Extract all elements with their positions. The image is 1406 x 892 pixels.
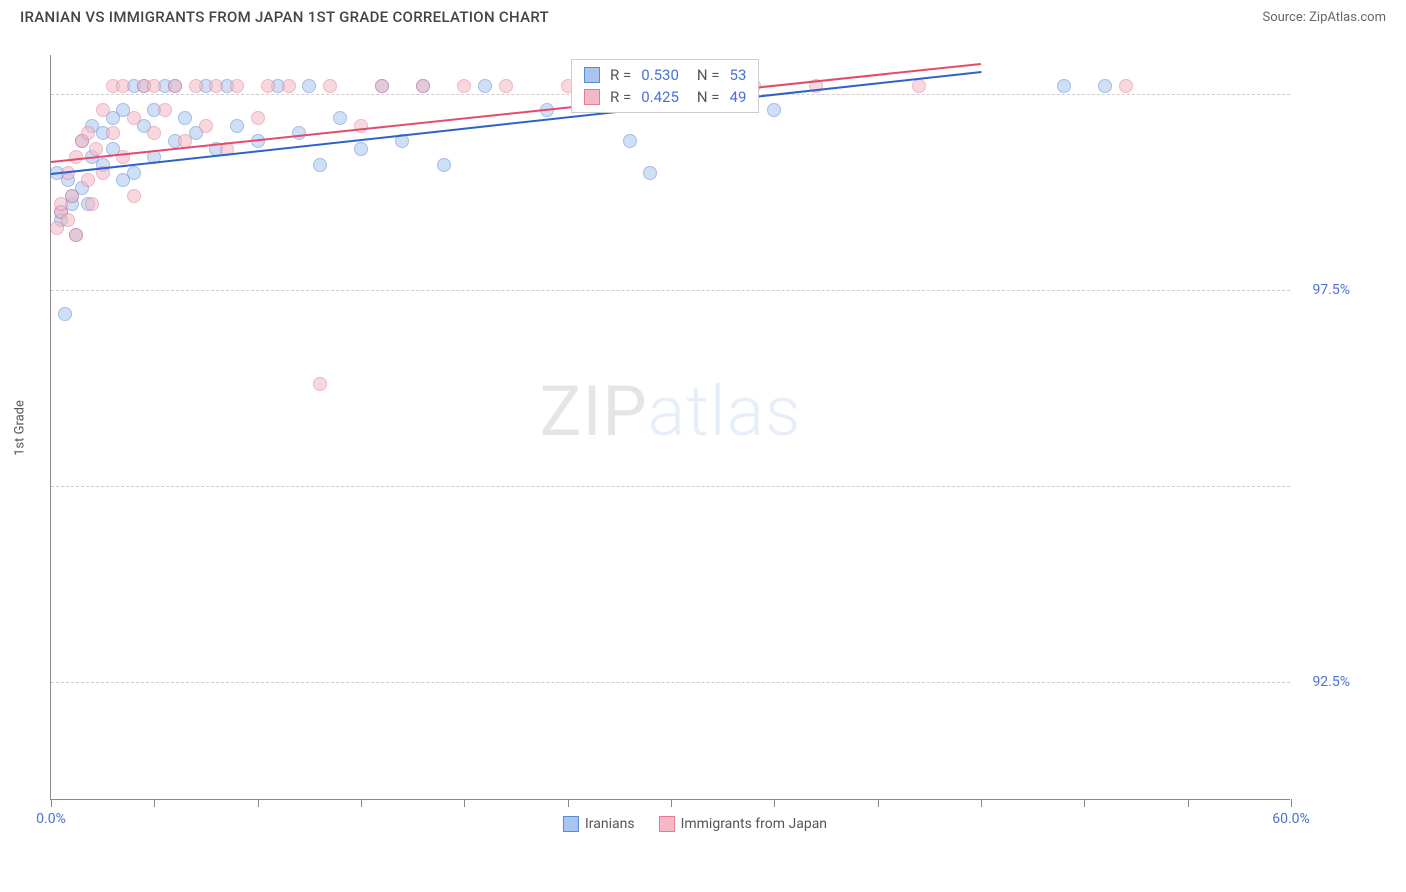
- data-point: [158, 103, 172, 117]
- watermark: ZIPatlas: [540, 371, 802, 453]
- x-tick: [981, 799, 982, 807]
- x-tick: [671, 799, 672, 807]
- x-tick: [774, 799, 775, 807]
- y-tick-label: 97.5%: [1312, 282, 1350, 298]
- x-tick: [1291, 799, 1292, 807]
- x-tick: [464, 799, 465, 807]
- data-point: [643, 166, 657, 180]
- data-point: [251, 111, 265, 125]
- data-point: [89, 142, 103, 156]
- chart-header: IRANIAN VS IMMIGRANTS FROM JAPAN 1ST GRA…: [0, 0, 1406, 30]
- data-point: [178, 111, 192, 125]
- n-value: 49: [730, 88, 747, 106]
- data-point: [81, 173, 95, 187]
- data-point: [127, 111, 141, 125]
- r-value: 0.530: [641, 66, 679, 84]
- data-point: [302, 79, 316, 93]
- x-tick-label: 60.0%: [1272, 811, 1310, 827]
- chart-container: 1st Grade ZIPatlas 92.5%97.5%0.0%60.0%R …: [50, 55, 1340, 800]
- data-point: [354, 142, 368, 156]
- data-point: [623, 134, 637, 148]
- data-point: [375, 79, 389, 93]
- x-tick: [1084, 799, 1085, 807]
- data-point: [61, 213, 75, 227]
- data-point: [767, 103, 781, 117]
- data-point: [282, 79, 296, 93]
- x-tick: [878, 799, 879, 807]
- series-swatch: [584, 67, 600, 83]
- data-point: [209, 79, 223, 93]
- legend-label: Iranians: [585, 816, 635, 832]
- source-value: ZipAtlas.com: [1309, 10, 1386, 25]
- x-tick: [1188, 799, 1189, 807]
- data-point: [147, 126, 161, 140]
- data-point: [69, 228, 83, 242]
- stats-row: R = 0.530 N = 53: [572, 64, 758, 86]
- data-point: [127, 166, 141, 180]
- series-swatch: [584, 89, 600, 105]
- data-point: [457, 79, 471, 93]
- data-point: [168, 79, 182, 93]
- r-value: 0.425: [641, 88, 679, 106]
- n-label: N =: [697, 66, 720, 84]
- data-point: [333, 111, 347, 125]
- data-point: [106, 126, 120, 140]
- data-point: [58, 307, 72, 321]
- legend-label: Immigrants from Japan: [681, 816, 827, 832]
- plot-area: ZIPatlas 92.5%97.5%0.0%60.0%R =0.530N =5…: [50, 55, 1290, 800]
- n-value: 53: [730, 66, 747, 84]
- r-label: R =: [610, 88, 631, 106]
- data-point: [189, 79, 203, 93]
- data-point: [127, 189, 141, 203]
- y-axis-label: 1st Grade: [13, 400, 28, 456]
- data-point: [261, 79, 275, 93]
- legend-swatch: [563, 816, 579, 832]
- source-attribution: Source: ZipAtlas.com: [1262, 10, 1386, 25]
- data-point: [313, 158, 327, 172]
- chart-title: IRANIAN VS IMMIGRANTS FROM JAPAN 1ST GRA…: [20, 8, 549, 26]
- r-label: R =: [610, 66, 631, 84]
- legend-item: Immigrants from Japan: [659, 816, 827, 832]
- data-point: [230, 79, 244, 93]
- data-point: [912, 79, 926, 93]
- gridline: [51, 682, 1290, 683]
- stats-box: R = 0.530 N = 53 R = 0.425 N = 49: [571, 59, 759, 113]
- data-point: [230, 119, 244, 133]
- data-point: [199, 119, 213, 133]
- watermark-zip: ZIP: [540, 371, 648, 453]
- legend-swatch: [659, 816, 675, 832]
- data-point: [478, 79, 492, 93]
- watermark-atlas: atlas: [648, 371, 802, 453]
- data-point: [1119, 79, 1133, 93]
- x-tick: [154, 799, 155, 807]
- data-point: [313, 377, 327, 391]
- data-point: [323, 79, 337, 93]
- data-point: [499, 79, 513, 93]
- legend-item: Iranians: [563, 816, 635, 832]
- stats-row: R = 0.425 N = 49: [572, 86, 758, 108]
- x-tick: [361, 799, 362, 807]
- x-tick: [568, 799, 569, 807]
- gridline: [51, 290, 1290, 291]
- x-tick-label: 0.0%: [36, 811, 66, 827]
- y-tick-label: 92.5%: [1312, 674, 1350, 690]
- data-point: [65, 189, 79, 203]
- n-label: N =: [697, 88, 720, 106]
- data-point: [96, 103, 110, 117]
- legend: Iranians Immigrants from Japan: [563, 816, 827, 832]
- data-point: [416, 79, 430, 93]
- data-point: [437, 158, 451, 172]
- data-point: [1098, 79, 1112, 93]
- data-point: [85, 197, 99, 211]
- data-point: [147, 79, 161, 93]
- data-point: [1057, 79, 1071, 93]
- source-label: Source:: [1262, 10, 1309, 25]
- gridline: [51, 486, 1290, 487]
- x-tick: [258, 799, 259, 807]
- x-tick: [51, 799, 52, 807]
- data-point: [116, 79, 130, 93]
- data-point: [81, 126, 95, 140]
